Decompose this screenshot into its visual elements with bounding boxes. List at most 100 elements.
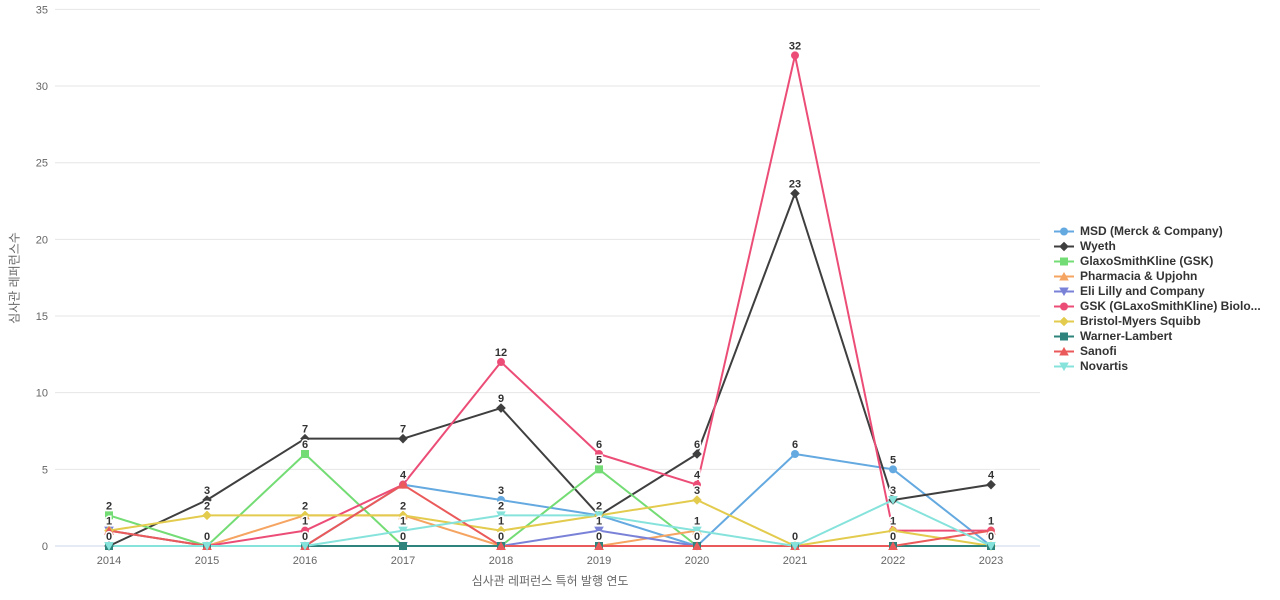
series-line-2 <box>108 453 992 547</box>
data-point-9-2017[interactable] <box>398 526 408 536</box>
data-point-2-2019[interactable] <box>595 465 603 474</box>
data-label: 1 <box>890 516 896 528</box>
data-point-8-2019[interactable] <box>594 541 604 550</box>
data-label: 3 <box>498 485 504 497</box>
data-point-9-2020[interactable] <box>692 526 702 536</box>
data-point-2-2014[interactable] <box>105 511 113 520</box>
y-tick-label: 35 <box>36 4 48 16</box>
data-point-1-2020[interactable] <box>692 449 702 459</box>
data-point-8-2023[interactable] <box>986 526 996 535</box>
data-point-5-2020[interactable] <box>693 480 701 489</box>
data-label: 0 <box>400 531 406 543</box>
legend-marker-icon <box>1054 287 1074 297</box>
data-point-1-2017[interactable] <box>398 433 408 444</box>
data-point-6-2017[interactable] <box>398 510 408 521</box>
data-label: 0 <box>204 531 210 543</box>
data-label: 1 <box>694 516 700 528</box>
data-point-9-2022[interactable] <box>888 496 898 505</box>
legend-item[interactable]: MSD (Merck & Company) <box>1053 224 1261 239</box>
legend-item-label: GlaxoSmithKline (GSK) <box>1080 254 1214 268</box>
legend-item[interactable]: Pharmacia & Upjohn <box>1053 269 1261 284</box>
legend-item-label: Wyeth <box>1080 239 1116 253</box>
data-label: 3 <box>694 485 700 497</box>
y-tick-label: 5 <box>42 464 48 476</box>
data-point-0-2018[interactable] <box>497 496 505 505</box>
legend-item[interactable]: Warner-Lambert <box>1053 329 1261 344</box>
data-point-1-2021[interactable] <box>790 188 800 199</box>
data-label: 12 <box>495 347 507 359</box>
data-label: 2 <box>106 500 112 512</box>
legend-symbol[interactable] <box>1060 227 1068 236</box>
legend-marker-icon <box>1054 241 1074 252</box>
data-point-1-2023[interactable] <box>986 479 996 490</box>
legend-symbol[interactable] <box>1059 287 1069 297</box>
data-point-4-2019[interactable] <box>594 526 604 536</box>
data-label: 0 <box>890 531 896 543</box>
data-point-5-2018[interactable] <box>497 358 505 367</box>
data-point-1-2015[interactable] <box>202 495 212 505</box>
y-tick-label: 30 <box>36 81 48 93</box>
legend-symbol[interactable] <box>1059 271 1069 281</box>
legend-item[interactable]: Novartis <box>1053 359 1261 374</box>
data-label: 0 <box>792 531 798 543</box>
legend-item[interactable]: Bristol-Myers Squibb <box>1053 314 1261 329</box>
y-tick-label: 0 <box>42 541 48 553</box>
data-point-6-2022[interactable] <box>888 525 898 536</box>
data-point-6-2020[interactable] <box>692 495 702 505</box>
data-point-9-2015[interactable] <box>202 542 212 551</box>
legend-symbol[interactable] <box>1059 346 1069 356</box>
x-axis-title: 심사관 레퍼런스 특허 발행 연도 <box>471 574 629 588</box>
series-line-1 <box>108 192 992 547</box>
legend-symbol[interactable] <box>1060 302 1068 311</box>
x-tick-label: 2016 <box>293 555 317 567</box>
data-point-9-2023[interactable] <box>986 542 996 551</box>
data-label: 5 <box>890 454 896 466</box>
data-point-9-2016[interactable] <box>300 542 310 551</box>
data-point-1-2018[interactable] <box>496 403 506 413</box>
data-point-1-2016[interactable] <box>300 433 310 444</box>
data-label: 7 <box>400 424 406 436</box>
legend-symbol[interactable] <box>1060 257 1068 266</box>
data-label: 0 <box>302 531 308 543</box>
data-point-5-2021[interactable] <box>791 51 799 60</box>
data-point-7-2017[interactable] <box>399 542 407 550</box>
data-point-8-2022[interactable] <box>888 541 898 550</box>
legend-symbol[interactable] <box>1060 332 1068 341</box>
data-point-8-2014[interactable] <box>104 526 114 535</box>
data-point-9-2014[interactable] <box>104 542 114 551</box>
data-point-0-2021[interactable] <box>791 450 799 459</box>
data-point-8-2018[interactable] <box>496 541 506 550</box>
data-point-0-2022[interactable] <box>889 465 897 474</box>
legend: MSD (Merck & Company) Wyeth GlaxoSmithKlin… <box>1053 224 1261 374</box>
legend-symbol[interactable] <box>1059 362 1069 372</box>
data-label: 2 <box>498 500 504 512</box>
legend-item[interactable]: Wyeth <box>1053 239 1261 254</box>
data-label: 9 <box>498 393 504 405</box>
legend-item[interactable]: GlaxoSmithKline (GSK) <box>1053 254 1261 269</box>
data-point-5-2019[interactable] <box>595 450 603 459</box>
data-label: 32 <box>789 40 801 52</box>
legend-item[interactable]: Eli Lilly and Company <box>1053 284 1261 299</box>
data-label: 1 <box>106 516 112 528</box>
legend-item-label: Bristol-Myers Squibb <box>1080 314 1201 328</box>
legend-marker-icon <box>1054 257 1074 266</box>
legend-symbol[interactable] <box>1059 241 1069 252</box>
data-point-8-2020[interactable] <box>692 541 702 550</box>
data-point-9-2018[interactable] <box>496 511 506 520</box>
data-point-6-2015[interactable] <box>202 510 212 521</box>
data-point-6-2016[interactable] <box>300 510 310 521</box>
legend-item-label: Sanofi <box>1080 344 1117 358</box>
data-point-5-2016[interactable] <box>301 526 309 535</box>
data-point-2-2016[interactable] <box>301 450 309 459</box>
data-point-9-2019[interactable] <box>594 511 604 520</box>
data-point-8-2017[interactable] <box>398 480 408 489</box>
legend-item[interactable]: Sanofi <box>1053 344 1261 359</box>
data-point-6-2018[interactable] <box>496 525 506 536</box>
data-point-9-2021[interactable] <box>790 542 800 551</box>
legend-item-label: Eli Lilly and Company <box>1080 284 1205 298</box>
x-tick-label: 2019 <box>587 555 611 567</box>
legend-item[interactable]: GSK (GLaxoSmithKline) Biolo... <box>1053 299 1261 314</box>
legend-symbol[interactable] <box>1059 316 1069 327</box>
data-label: 1 <box>988 516 994 528</box>
